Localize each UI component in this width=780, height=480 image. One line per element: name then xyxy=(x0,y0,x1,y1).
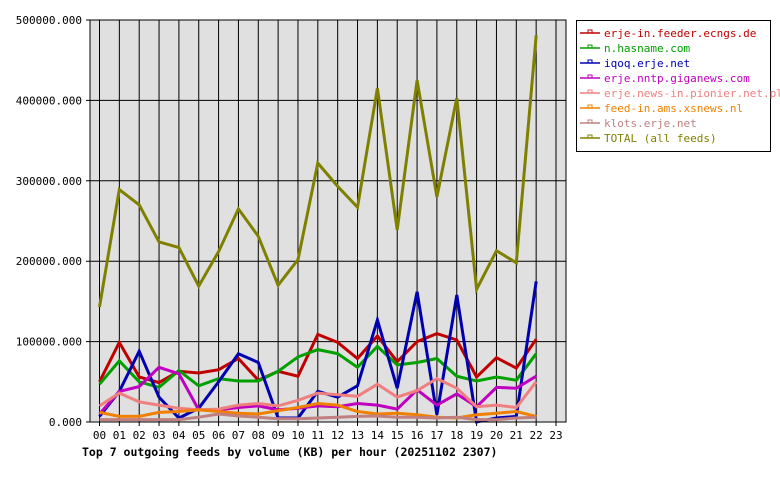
legend-box xyxy=(576,20,771,152)
x-tick-label: 02 xyxy=(133,429,146,442)
legend: erje-in.feeder.ecngs.de n.hasname.com iqoq… xyxy=(576,20,780,152)
legend-marker-icon xyxy=(587,44,593,49)
legend-marker-icon xyxy=(587,29,593,34)
legend-marker-icon xyxy=(587,74,593,79)
legend-label: erje.news-in.pionier.net.pl xyxy=(604,87,780,100)
y-tick-label: 400000.000 xyxy=(16,94,82,107)
y-tick-label: 500000.000 xyxy=(16,14,82,27)
legend-label: n.hasname.com xyxy=(604,42,690,55)
x-tick-label: 09 xyxy=(272,429,285,442)
legend-item: n.hasname.com xyxy=(580,42,690,55)
y-tick-label: 200000.000 xyxy=(16,255,82,268)
legend-marker-icon xyxy=(587,89,593,94)
legend-item: iqoq.erje.net xyxy=(580,57,690,70)
series-lines xyxy=(98,35,538,424)
legend-label: erje-in.feeder.ecngs.de xyxy=(604,27,756,40)
series-line xyxy=(98,35,538,308)
x-tick-label: 20 xyxy=(490,429,503,442)
x-tick-label: 11 xyxy=(311,429,324,442)
plot-background xyxy=(90,20,566,422)
legend-item: TOTAL (all feeds) xyxy=(580,132,717,145)
series-line xyxy=(99,412,537,422)
x-tick-label: 01 xyxy=(113,429,126,442)
legend-marker-icon xyxy=(587,104,593,109)
x-tick-label: 12 xyxy=(331,429,344,442)
x-axis: 00 01 02 03 04 05 06 07 08 09 10 11 12 13 14 15 16 17 18 19… xyxy=(93,429,563,442)
legend-item: klots.erje.net xyxy=(580,117,697,130)
x-tick-label: 17 xyxy=(430,429,443,442)
chart-title: Top 7 outgoing feeds by volume (KB) per … xyxy=(82,445,497,459)
x-tick-label: 04 xyxy=(172,429,186,442)
x-tick-label: 16 xyxy=(410,429,423,442)
legend-label: erje.nntp.giganews.com xyxy=(604,72,750,85)
legend-marker-icon xyxy=(587,119,593,124)
legend-label: TOTAL (all feeds) xyxy=(604,132,717,145)
x-tick-label: 07 xyxy=(232,429,245,442)
legend-item: feed-in.ams.xsnews.nl xyxy=(580,102,743,115)
legend-marker-icon xyxy=(587,134,593,139)
legend-item: erje-in.feeder.ecngs.de xyxy=(580,27,756,40)
x-tick-label: 00 xyxy=(93,429,106,442)
legend-label: iqoq.erje.net xyxy=(604,57,690,70)
y-tick-label: 100000.000 xyxy=(16,336,82,349)
legend-label: feed-in.ams.xsnews.nl xyxy=(604,102,743,115)
x-tick-label: 03 xyxy=(152,429,165,442)
series-line xyxy=(98,344,538,390)
x-tick-label: 10 xyxy=(291,429,304,442)
x-tick-label: 18 xyxy=(450,429,463,442)
y-tick-label: 300000.000 xyxy=(16,175,82,188)
x-tick-label: 19 xyxy=(470,429,483,442)
y-tick-label: 0.000 xyxy=(49,416,82,429)
legend-label: klots.erje.net xyxy=(604,117,697,130)
x-tick-label: 05 xyxy=(192,429,205,442)
x-tick-label: 06 xyxy=(212,429,225,442)
legend-marker-icon xyxy=(587,59,593,64)
x-tick-label: 13 xyxy=(351,429,364,442)
x-tick-label: 15 xyxy=(391,429,404,442)
plot-frame xyxy=(89,19,567,423)
series-line xyxy=(98,376,538,412)
x-tick-label: 22 xyxy=(530,429,543,442)
legend-item: erje.nntp.giganews.com xyxy=(580,72,750,85)
series-line xyxy=(98,365,537,415)
x-tick-label: 14 xyxy=(371,429,385,442)
legend-item: erje.news-in.pionier.net.pl xyxy=(580,87,780,100)
x-tick-label: 23 xyxy=(549,429,562,442)
y-axis: 0.000 100000.000 200000.000 300000.000 40000… xyxy=(16,14,82,429)
x-tick-label: 08 xyxy=(252,429,265,442)
x-tick-label: 21 xyxy=(510,429,523,442)
